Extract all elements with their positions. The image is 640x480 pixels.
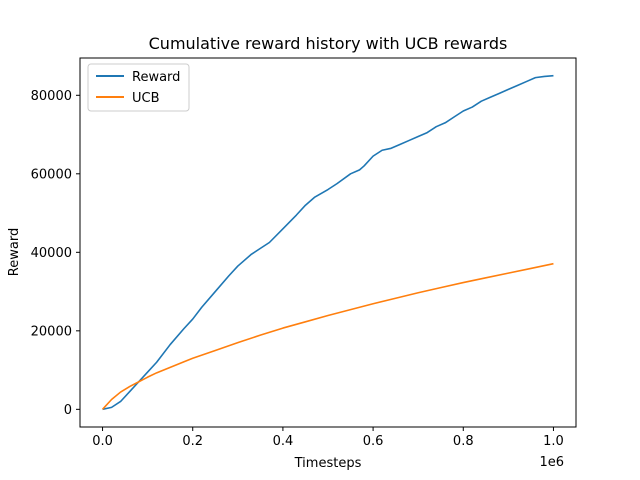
x-tick-label: 0.4 [273,434,294,449]
x-axis: 0.0 0.2 0.4 0.6 0.8 1.0 [92,427,564,449]
y-tick-label: 20000 [31,324,72,339]
chart-title: Cumulative reward history with UCB rewar… [149,34,508,53]
y-tick-label: 40000 [31,246,72,261]
legend-label-ucb: UCB [132,91,160,106]
y-axis: 0 20000 40000 60000 80000 [31,89,80,418]
plot-area [101,74,554,411]
x-tick-label: 0.0 [92,434,113,449]
legend: Reward UCB [87,63,190,112]
x-tick-label: 0.6 [363,434,384,449]
axes-frame [79,57,577,428]
y-tick-label: 0 [64,403,72,418]
y-axis-label: Reward [7,228,22,276]
series-line-ucb [101,262,554,410]
series-line-reward [102,74,554,411]
y-tick-label: 60000 [31,167,72,182]
x-axis-offset-label: 1e6 [539,455,564,470]
legend-label-reward: Reward [132,70,180,85]
y-tick-label: 80000 [31,89,72,104]
x-tick-label: 0.8 [453,434,474,449]
x-tick-label: 0.2 [182,434,203,449]
x-tick-label: 1.0 [543,434,564,449]
x-axis-label: Timesteps [294,456,362,471]
